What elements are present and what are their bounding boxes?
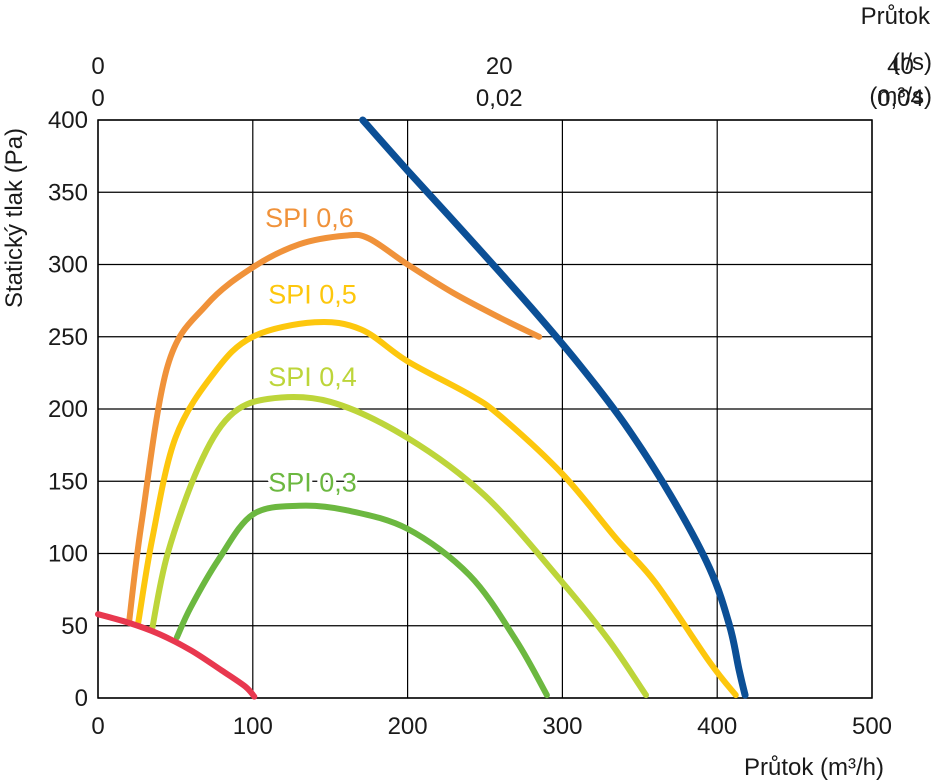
plot-frame: [97, 119, 873, 699]
top-tick-m3s: 0: [91, 85, 104, 112]
series-line-max: [359, 116, 749, 699]
y-tick-label: 400: [48, 107, 88, 134]
top-tick-ls: 0: [91, 53, 104, 80]
top-axis-unit-ls: (l/s): [892, 49, 932, 76]
top-axis-title: Průtok: [861, 3, 931, 30]
grid-layer: [97, 119, 873, 699]
top-axis-unit-m3s: (m³/s): [869, 83, 932, 110]
x-tick-label: 500: [852, 713, 892, 740]
y-tick-label: 250: [48, 324, 88, 351]
y-tick-label: 50: [61, 613, 88, 640]
x-tick-label: 400: [697, 713, 737, 740]
y-tick-label: 300: [48, 252, 88, 279]
top-tick-ls: 40: [887, 53, 914, 80]
series-line-spi-0-4: [149, 394, 649, 699]
y-tick-label: 200: [48, 396, 88, 423]
x-axis-title: Průtok (m³/h): [744, 754, 884, 781]
series-line-spi-0-5: [135, 318, 739, 699]
series-line-min: [95, 611, 258, 700]
top-tick-ls: 20: [486, 53, 513, 80]
series-annotation: SPI 0,6: [265, 203, 354, 233]
series-annotation: SPI 0,4: [268, 362, 357, 392]
y-tick-label: 350: [48, 179, 88, 206]
x-tick-label: 300: [542, 713, 582, 740]
series-line-spi-0-6: [126, 231, 543, 626]
y-tick-label: 100: [48, 541, 88, 568]
top-tick-m3s: 0,02: [476, 85, 523, 112]
x-tick-label: 200: [388, 713, 428, 740]
series-annotation: SPI 0,5: [268, 280, 357, 310]
series-annotation: SPI 0,3: [268, 467, 357, 497]
y-axis-title: Statický tlak (Pa): [1, 128, 28, 308]
y-tick-label: 0: [75, 685, 88, 712]
series-line-spi-0-3: [173, 502, 550, 699]
series-layer: [95, 116, 749, 700]
y-tick-label: 150: [48, 468, 88, 495]
x-tick-label: 0: [91, 713, 104, 740]
label-layer: SPI 0,6 SPI 0,5 SPI 0,4 SPI 0,3: [262, 200, 360, 500]
top-tick-m3s: 0,04: [877, 85, 924, 112]
x-tick-label: 100: [233, 713, 273, 740]
